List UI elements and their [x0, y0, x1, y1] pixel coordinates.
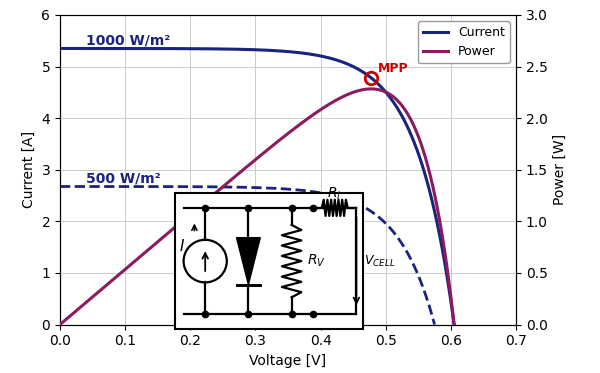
- FancyBboxPatch shape: [175, 193, 363, 329]
- Text: $R_i$: $R_i$: [326, 186, 341, 202]
- Text: I: I: [179, 239, 184, 254]
- X-axis label: Voltage [V]: Voltage [V]: [250, 354, 326, 368]
- Y-axis label: Current [A]: Current [A]: [22, 131, 36, 208]
- Text: $V_{CELL}$: $V_{CELL}$: [364, 254, 395, 269]
- Text: 500 W/m²: 500 W/m²: [86, 171, 161, 185]
- Text: MPP: MPP: [378, 62, 409, 75]
- Legend: Current, Power: Current, Power: [418, 21, 510, 63]
- Polygon shape: [236, 238, 260, 285]
- Text: $R_V$: $R_V$: [307, 253, 326, 269]
- Y-axis label: Power [W]: Power [W]: [553, 134, 567, 205]
- Text: 1000 W/m²: 1000 W/m²: [86, 33, 170, 47]
